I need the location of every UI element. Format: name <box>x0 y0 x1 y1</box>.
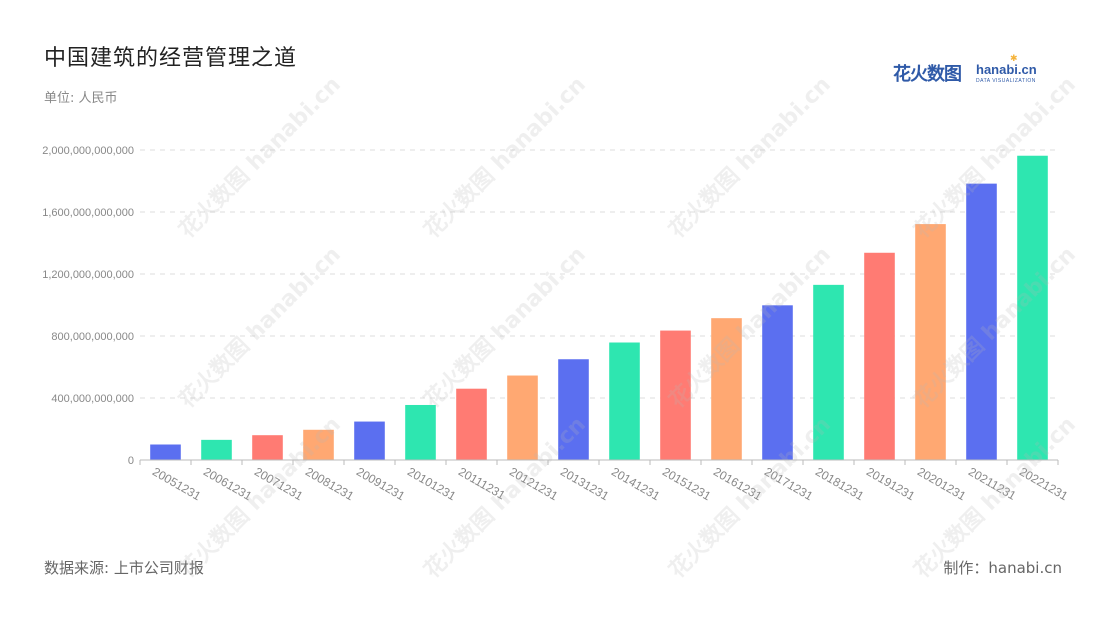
logo-spark-icon: ✱ <box>1010 54 1018 64</box>
bar-20071231 <box>252 435 283 460</box>
bar-20171231 <box>762 305 793 460</box>
data-source-label: 数据来源: 上市公司财报 <box>44 559 204 577</box>
x-tick-label: 20121231 <box>507 464 561 503</box>
x-tick-label: 20081231 <box>303 464 357 503</box>
bar-20111231 <box>456 388 487 460</box>
brand-logo: 花火数图 ✱ hanabi.cn DATA VISUALIZATION <box>893 54 1043 88</box>
bar-20161231 <box>711 318 742 460</box>
x-axis-ticks: 2005123120061231200712312008123120091231… <box>150 464 1071 503</box>
bar-20061231 <box>201 439 232 460</box>
x-tick-label: 20071231 <box>252 464 306 503</box>
credit-label: 制作：hanabi.cn <box>943 559 1062 577</box>
bar-20211231 <box>966 183 997 460</box>
bar-20181231 <box>813 284 844 460</box>
bar-20101231 <box>405 404 436 460</box>
bar-20051231 <box>150 444 181 460</box>
x-axis <box>139 459 1059 465</box>
bar-20151231 <box>660 330 691 460</box>
y-axis-ticks: 0 400,000,000,000 800,000,000,000 1,200,000… <box>42 145 134 467</box>
x-tick-label: 20111231 <box>456 464 508 502</box>
x-tick-label: 20201231 <box>915 464 969 503</box>
logo-cn-text: 花火数图 <box>893 64 962 85</box>
x-tick-label: 20091231 <box>354 464 408 503</box>
bar-20141231 <box>609 342 640 460</box>
x-tick-label: 20171231 <box>762 464 816 503</box>
y-tick-label: 1,200,000,000,000 <box>42 269 134 281</box>
logo-en-text: hanabi.cn <box>976 62 1037 77</box>
bar-20091231 <box>354 421 385 460</box>
bars <box>150 155 1048 461</box>
grid-lines <box>140 149 1058 399</box>
y-tick-label: 400,000,000,000 <box>51 393 134 405</box>
bar-20081231 <box>303 429 334 460</box>
bar-20191231 <box>864 252 895 460</box>
y-tick-label: 2,000,000,000,000 <box>42 145 134 157</box>
bar-20121231 <box>507 375 538 460</box>
x-tick-label: 20051231 <box>150 464 204 503</box>
x-tick-label: 20151231 <box>660 464 714 503</box>
unit-label: 单位: 人民币 <box>44 91 118 106</box>
page-title: 中国建筑的经营管理之道 <box>44 46 298 71</box>
bar-20131231 <box>558 359 589 460</box>
x-tick-label: 20191231 <box>864 464 918 503</box>
x-tick-label: 20141231 <box>609 464 663 503</box>
x-tick-label: 20181231 <box>813 464 867 503</box>
x-tick-label: 20221231 <box>1017 464 1071 503</box>
x-tick-label: 20101231 <box>405 464 459 503</box>
bar-20221231 <box>1017 155 1048 461</box>
x-tick-label: 20131231 <box>558 464 612 503</box>
y-tick-label: 0 <box>128 455 134 467</box>
y-tick-label: 1,600,000,000,000 <box>42 207 134 219</box>
bar-20201231 <box>915 224 946 460</box>
x-tick-label: 20161231 <box>711 464 765 503</box>
x-tick-label: 20211231 <box>966 464 1019 503</box>
x-tick-label: 20061231 <box>201 464 255 503</box>
logo-sub-text: DATA VISUALIZATION <box>976 78 1036 84</box>
y-tick-label: 800,000,000,000 <box>51 331 134 343</box>
